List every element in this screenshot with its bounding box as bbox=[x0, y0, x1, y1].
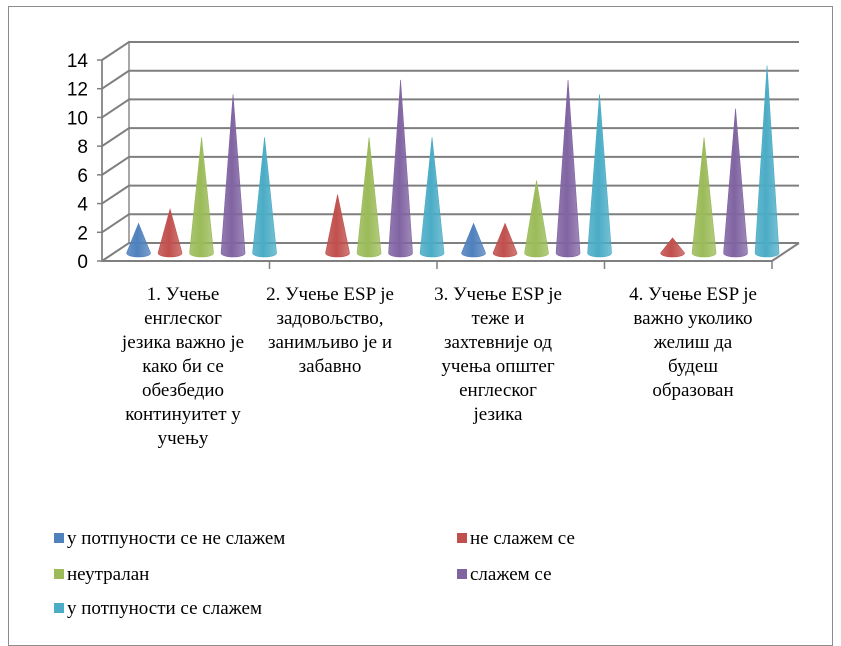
cone-body bbox=[189, 137, 214, 258]
gridline bbox=[101, 69, 799, 90]
legend-swatch bbox=[457, 533, 467, 543]
cone-body bbox=[660, 237, 685, 258]
cone-body bbox=[325, 194, 350, 258]
cone-body bbox=[126, 222, 151, 258]
legend-label: у потпуности се не слажем bbox=[67, 528, 286, 549]
gridline bbox=[101, 155, 799, 176]
side-wall bbox=[101, 40, 130, 263]
cone-3-1 bbox=[461, 222, 486, 258]
cone-body bbox=[388, 79, 413, 258]
category-label-2: 2. Учење ESP је задовољство, занимљиво ј… bbox=[266, 284, 394, 377]
legend-label: у потпуности се слажем bbox=[67, 598, 262, 619]
legend-item-strongly-disagree: у потпуности се не слажем bbox=[54, 528, 285, 550]
chart-frame bbox=[8, 6, 833, 646]
legend-swatch bbox=[54, 603, 64, 613]
legend-swatch bbox=[457, 569, 467, 579]
cone-1-2 bbox=[157, 207, 183, 258]
cone-4-4 bbox=[723, 108, 748, 258]
cone-3-5 bbox=[587, 94, 612, 258]
cone-2-2 bbox=[325, 194, 350, 258]
cone-3-2 bbox=[492, 222, 518, 258]
cone-body bbox=[356, 137, 382, 258]
gridline bbox=[101, 127, 799, 147]
legend-swatch bbox=[54, 569, 64, 579]
gridline bbox=[101, 41, 799, 61]
legend-label: слажем се bbox=[470, 564, 552, 585]
cone-3-4 bbox=[555, 79, 581, 258]
cone-body bbox=[157, 207, 183, 258]
cone-body bbox=[492, 222, 518, 258]
cone-body bbox=[723, 108, 748, 258]
cone-2-4 bbox=[388, 79, 413, 258]
y-tick-label: 14 bbox=[67, 51, 89, 72]
cone-2-5 bbox=[419, 137, 445, 258]
cone-1-4 bbox=[220, 94, 246, 258]
legend-item-neutral: неутралан bbox=[54, 564, 149, 586]
cone-3-3 bbox=[524, 180, 549, 258]
cone-1-1 bbox=[126, 222, 151, 258]
cone-body bbox=[461, 222, 486, 258]
cone-body bbox=[691, 137, 717, 258]
y-tick-label: 10 bbox=[67, 108, 88, 129]
legend-label: не слажем се bbox=[470, 528, 575, 549]
cone-body bbox=[419, 137, 445, 258]
legend-swatch bbox=[54, 533, 64, 543]
cone-2-3 bbox=[356, 137, 382, 258]
y-axis-ticks: 0 2 4 6 8 10 12 14 bbox=[67, 51, 89, 273]
cone-body bbox=[555, 79, 581, 258]
y-tick-label: 4 bbox=[77, 195, 88, 216]
cone-4-5 bbox=[754, 65, 780, 258]
category-label-1: 1. Учење енглеског језика важно је како … bbox=[121, 284, 245, 449]
cone-body bbox=[587, 94, 612, 258]
y-tick-label: 6 bbox=[77, 166, 88, 187]
cone-body bbox=[220, 94, 246, 258]
cone-body bbox=[754, 65, 780, 258]
cones bbox=[126, 65, 780, 258]
gridline bbox=[101, 98, 799, 119]
y-tick-label: 0 bbox=[77, 252, 88, 273]
category-label-3: 3. Учење ESP је теже и захтевније од уче… bbox=[434, 284, 562, 425]
legend-item-strongly-agree: у потпуности се слажем bbox=[54, 598, 262, 620]
legend-label: неутралан bbox=[67, 564, 150, 585]
cone-4-3 bbox=[691, 137, 717, 258]
cone-4-2 bbox=[660, 237, 685, 258]
legend-item-agree: слажем се bbox=[457, 564, 552, 586]
legend-item-disagree: не слажем се bbox=[457, 528, 575, 550]
cone-body bbox=[252, 137, 277, 258]
y-tick-label: 8 bbox=[77, 137, 88, 158]
cone-body bbox=[524, 180, 549, 258]
cone-1-3 bbox=[189, 137, 214, 258]
y-tick-label: 2 bbox=[77, 223, 88, 244]
category-label-4: 4. Учење ESP је важно уколико желиш да б… bbox=[629, 284, 757, 401]
y-tick-label: 12 bbox=[67, 80, 88, 101]
cone-1-5 bbox=[252, 137, 277, 258]
chart-plot: 0 2 4 6 8 10 12 14 bbox=[67, 40, 800, 273]
